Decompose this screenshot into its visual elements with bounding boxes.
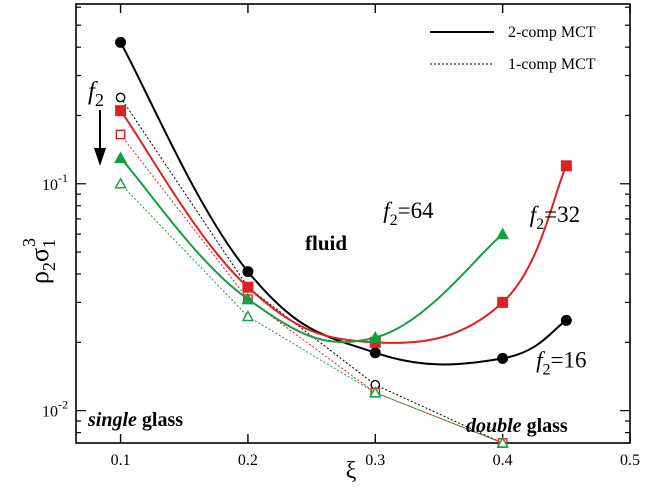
series-line [120,134,503,444]
data-point [369,347,381,359]
data-point [560,160,572,172]
data-point [115,92,126,103]
legend: 2-comp MCT 1-comp MCT [430,24,596,73]
data-point [242,266,254,278]
series-line [119,41,567,366]
data-point [242,281,254,293]
single-glass-annotation: single glass [87,409,183,431]
y-axis-label: ρ2σ13 [19,238,59,284]
data-point [241,310,255,322]
data-point [115,36,127,48]
data-point [115,129,126,140]
data-point [497,296,509,308]
curve-label-32: f2=32 [530,202,580,233]
series-1-comp-f264 [114,177,509,448]
series-line [120,183,503,444]
series-2-comp-f232 [115,105,572,348]
x-tick-label: 0.2 [238,452,258,469]
data-point [115,105,127,117]
series-line [119,157,504,344]
data-point [114,151,128,164]
curve-label-64: f2=64 [383,198,434,229]
x-axis-label: ξ [346,458,357,484]
legend-label-2comp: 2-comp MCT [508,24,596,41]
curve-label-16: f2=16 [536,347,586,378]
series-1-comp-f216 [115,92,508,448]
y-tick-label: 10-1 [42,171,68,194]
double-glass-annotation: double glass [466,415,568,437]
annotation-layer: fluid single glass double glass f2 f2=64… [87,78,586,437]
f2-arrow-head [94,148,106,166]
series-layer [114,36,572,448]
data-point [114,177,127,189]
data-point [496,436,509,448]
f2-arrow-label: f2 [88,78,104,110]
data-point [368,331,382,343]
series-2-comp-f264 [114,151,510,344]
data-point [497,352,509,364]
plot-frame [75,3,631,444]
data-point [241,292,255,305]
fluid-annotation: fluid [305,231,347,255]
series-2-comp-f216 [115,36,572,366]
legend-label-1comp: 1-comp MCT [508,56,596,73]
data-point [369,386,382,398]
x-tick-label: 0.5 [620,452,640,469]
series-line [120,97,503,444]
data-point [496,227,510,240]
x-tick-label: 0.1 [111,452,131,469]
y-tick-label: 10-2 [42,398,68,421]
x-tick-label: 0.4 [493,452,513,469]
data-point [560,314,572,326]
x-tick-label: 0.3 [365,452,385,469]
series-line [119,110,568,344]
